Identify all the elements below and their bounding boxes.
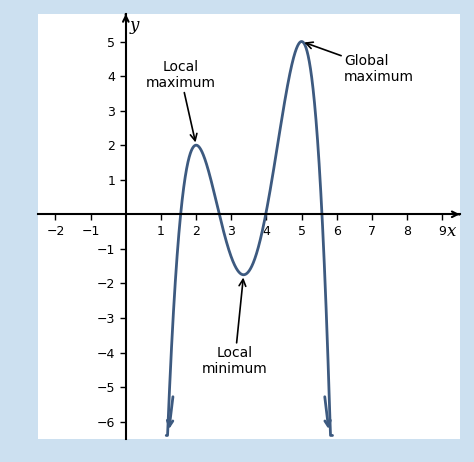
Text: Local
minimum: Local minimum: [202, 280, 268, 376]
Text: y: y: [130, 17, 139, 34]
Text: Global
maximum: Global maximum: [306, 42, 414, 84]
Text: x: x: [447, 223, 456, 240]
Text: Local
maximum: Local maximum: [146, 60, 215, 140]
